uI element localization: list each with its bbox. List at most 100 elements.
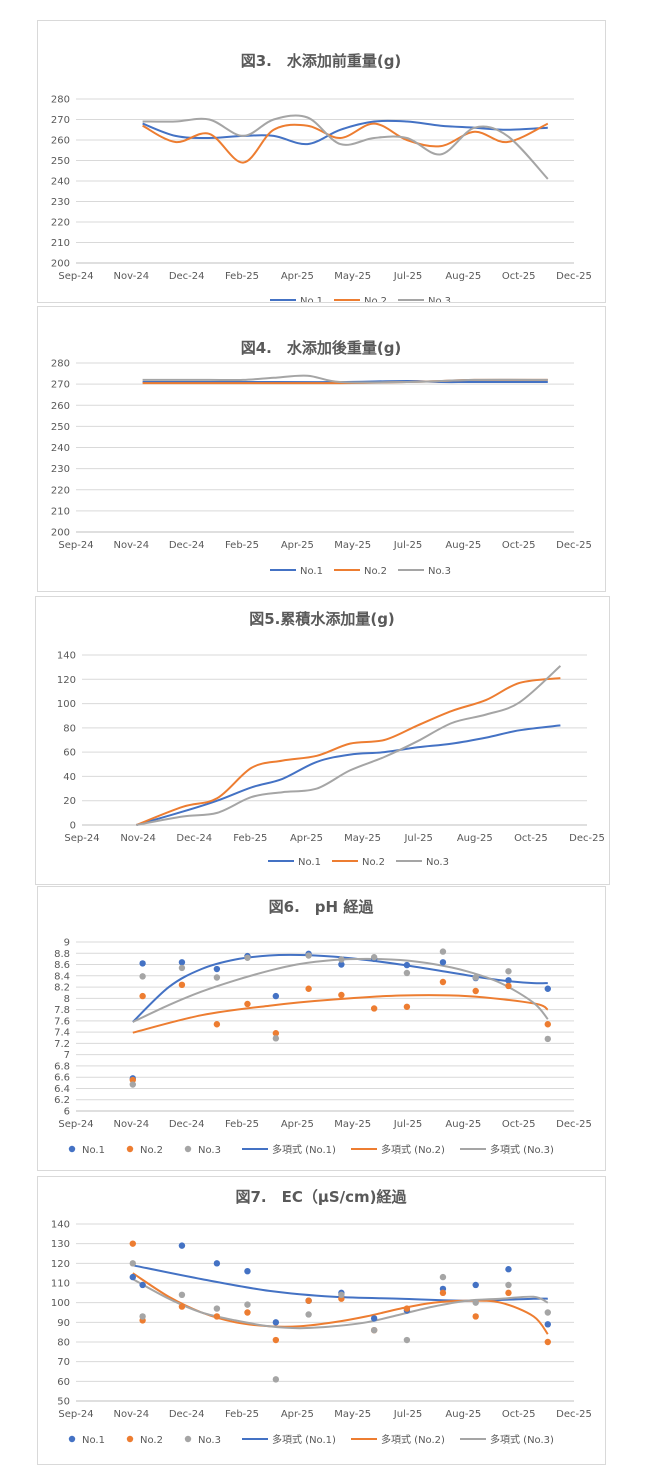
chart-panel-6: 図6. pH 経過 6 6.2 6.4 6.6 6.8 7 7.2 7.4 7.6 7.8 8 8.2 8… — [37, 886, 606, 1171]
y-tick-label: 250 — [51, 156, 70, 167]
x-tick-label: Nov-24 — [114, 271, 150, 282]
x-tick-label: Feb-25 — [225, 540, 259, 551]
legend-label: No.3 — [428, 566, 451, 577]
data-point-no3 — [129, 1081, 136, 1088]
y-tick-label: 60 — [57, 1377, 70, 1388]
data-point-no2 — [403, 1003, 411, 1010]
y-tick-label: 9 — [64, 938, 70, 949]
legend-label: No.1 — [82, 1145, 105, 1156]
chart-panel-5: 図5.累積水添加量(g) 0 20 40 60 80 100 120 140 Sep-24 Nov-… — [35, 596, 610, 885]
legend-label: 多項式 (No.2) — [381, 1143, 445, 1156]
x-tick-label: Aug-25 — [445, 271, 481, 282]
y-tick-label: 6.2 — [54, 1095, 70, 1106]
data-point-no1 — [505, 1266, 512, 1273]
x-tick-label: Apr-25 — [281, 1409, 314, 1420]
series-line-no2 — [135, 677, 561, 826]
chart-5: 図5.累積水添加量(g) 0 20 40 60 80 100 120 140 Sep-24 Nov-… — [57, 610, 605, 868]
legend-marker — [126, 1435, 134, 1443]
legend-marker — [68, 1145, 76, 1153]
y-tick-label: 8.8 — [54, 949, 70, 960]
data-point-no2 — [439, 978, 447, 986]
y-tick-label: 280 — [51, 95, 70, 106]
data-point-no3 — [370, 954, 378, 961]
data-point-no1 — [544, 1321, 551, 1328]
y-tick-label: 270 — [51, 115, 70, 126]
x-tick-label: Apr-25 — [281, 540, 314, 551]
data-point-no3 — [403, 1336, 411, 1344]
chart-title: 図3. 水添加前重量(g) — [241, 52, 402, 70]
y-tick-label: 7.8 — [54, 1005, 70, 1016]
y-tick-label: 210 — [51, 238, 70, 249]
data-point-no2 — [178, 1303, 186, 1310]
chart-title: 図5.累積水添加量(g) — [249, 610, 395, 628]
x-tick-label: Apr-25 — [281, 271, 314, 282]
y-tick-label: 260 — [51, 136, 70, 147]
legend-label: No.3 — [198, 1435, 221, 1446]
x-tick-label: Dec-25 — [556, 1119, 592, 1130]
data-point-no3 — [338, 956, 345, 963]
y-tick-label: 120 — [57, 675, 76, 686]
x-tick-label: Sep-24 — [64, 833, 99, 844]
y-tick-label: 140 — [57, 651, 76, 662]
data-point-no3 — [305, 1311, 312, 1318]
data-point-no1 — [139, 960, 146, 967]
trendline-no1 — [132, 1264, 548, 1302]
y-tick-label: 200 — [51, 259, 70, 270]
legend-label: No.3 — [198, 1145, 221, 1156]
x-tick-label: Dec-24 — [169, 1409, 205, 1420]
data-point-no2 — [403, 1305, 411, 1312]
y-tick-label: 60 — [63, 748, 76, 759]
y-tick-label: 100 — [57, 699, 76, 710]
legend-marker — [126, 1145, 134, 1153]
y-tick-label: 7.2 — [54, 1039, 70, 1050]
series-line-no3 — [142, 374, 548, 384]
y-tick-label: 70 — [57, 1357, 70, 1368]
x-tick-label: Jul-25 — [393, 271, 422, 282]
x-tick-label: Dec-24 — [169, 271, 205, 282]
y-tick-label: 220 — [51, 218, 70, 229]
legend-label: No.2 — [140, 1145, 163, 1156]
x-tick-label: May-25 — [334, 1119, 371, 1130]
legend-label: No.1 — [300, 296, 323, 302]
y-tick-label: 250 — [51, 422, 70, 433]
y-tick-label: 270 — [51, 380, 70, 391]
data-point-no2 — [213, 1313, 221, 1320]
x-tick-label: Nov-24 — [114, 1409, 150, 1420]
y-tick-label: 210 — [51, 506, 70, 517]
y-tick-label: 6.6 — [54, 1073, 70, 1084]
data-point-no3 — [272, 1035, 280, 1042]
y-tick-label: 130 — [51, 1239, 70, 1250]
legend-label: 多項式 (No.2) — [381, 1433, 445, 1446]
data-point-no3 — [403, 969, 411, 977]
data-point-no3 — [213, 974, 221, 981]
y-tick-label: 100 — [51, 1298, 70, 1309]
data-point-no3 — [439, 948, 447, 955]
series-line-no1 — [136, 724, 561, 826]
data-point-no2 — [272, 1336, 280, 1344]
x-tick-label: Sep-24 — [58, 1119, 93, 1130]
data-point-no3 — [472, 1299, 479, 1306]
series-line-no3 — [136, 665, 562, 826]
chart-7: 図7. EC（μS/cm)経過 50 60 70 80 90 100 110 120 130 140… — [51, 1188, 592, 1446]
legend-label: No.3 — [428, 296, 451, 302]
legend-label: No.3 — [426, 857, 449, 868]
data-point-no2 — [338, 991, 345, 999]
y-tick-label: 280 — [51, 359, 70, 370]
series-line-no2 — [142, 122, 549, 164]
data-point-no2 — [178, 981, 186, 989]
y-tick-label: 110 — [51, 1279, 70, 1290]
y-tick-label: 7.4 — [54, 1028, 70, 1039]
data-point-no3 — [244, 1301, 251, 1308]
x-tick-label: Feb-25 — [233, 833, 267, 844]
data-point-no2 — [305, 1297, 312, 1304]
legend-marker — [68, 1435, 76, 1443]
y-tick-label: 200 — [51, 528, 70, 539]
series-line-no3 — [142, 114, 549, 180]
chart-panel-4: 図4. 水添加後重量(g) 200 210 220 230 240 250 260 270 280… — [37, 306, 606, 592]
data-point-no1 — [139, 1281, 146, 1289]
data-point-no3 — [338, 1291, 345, 1298]
trendline-no1 — [132, 953, 548, 1023]
data-point-no3 — [139, 973, 146, 980]
x-tick-label: Sep-24 — [58, 271, 93, 282]
data-point-no1 — [544, 985, 551, 992]
